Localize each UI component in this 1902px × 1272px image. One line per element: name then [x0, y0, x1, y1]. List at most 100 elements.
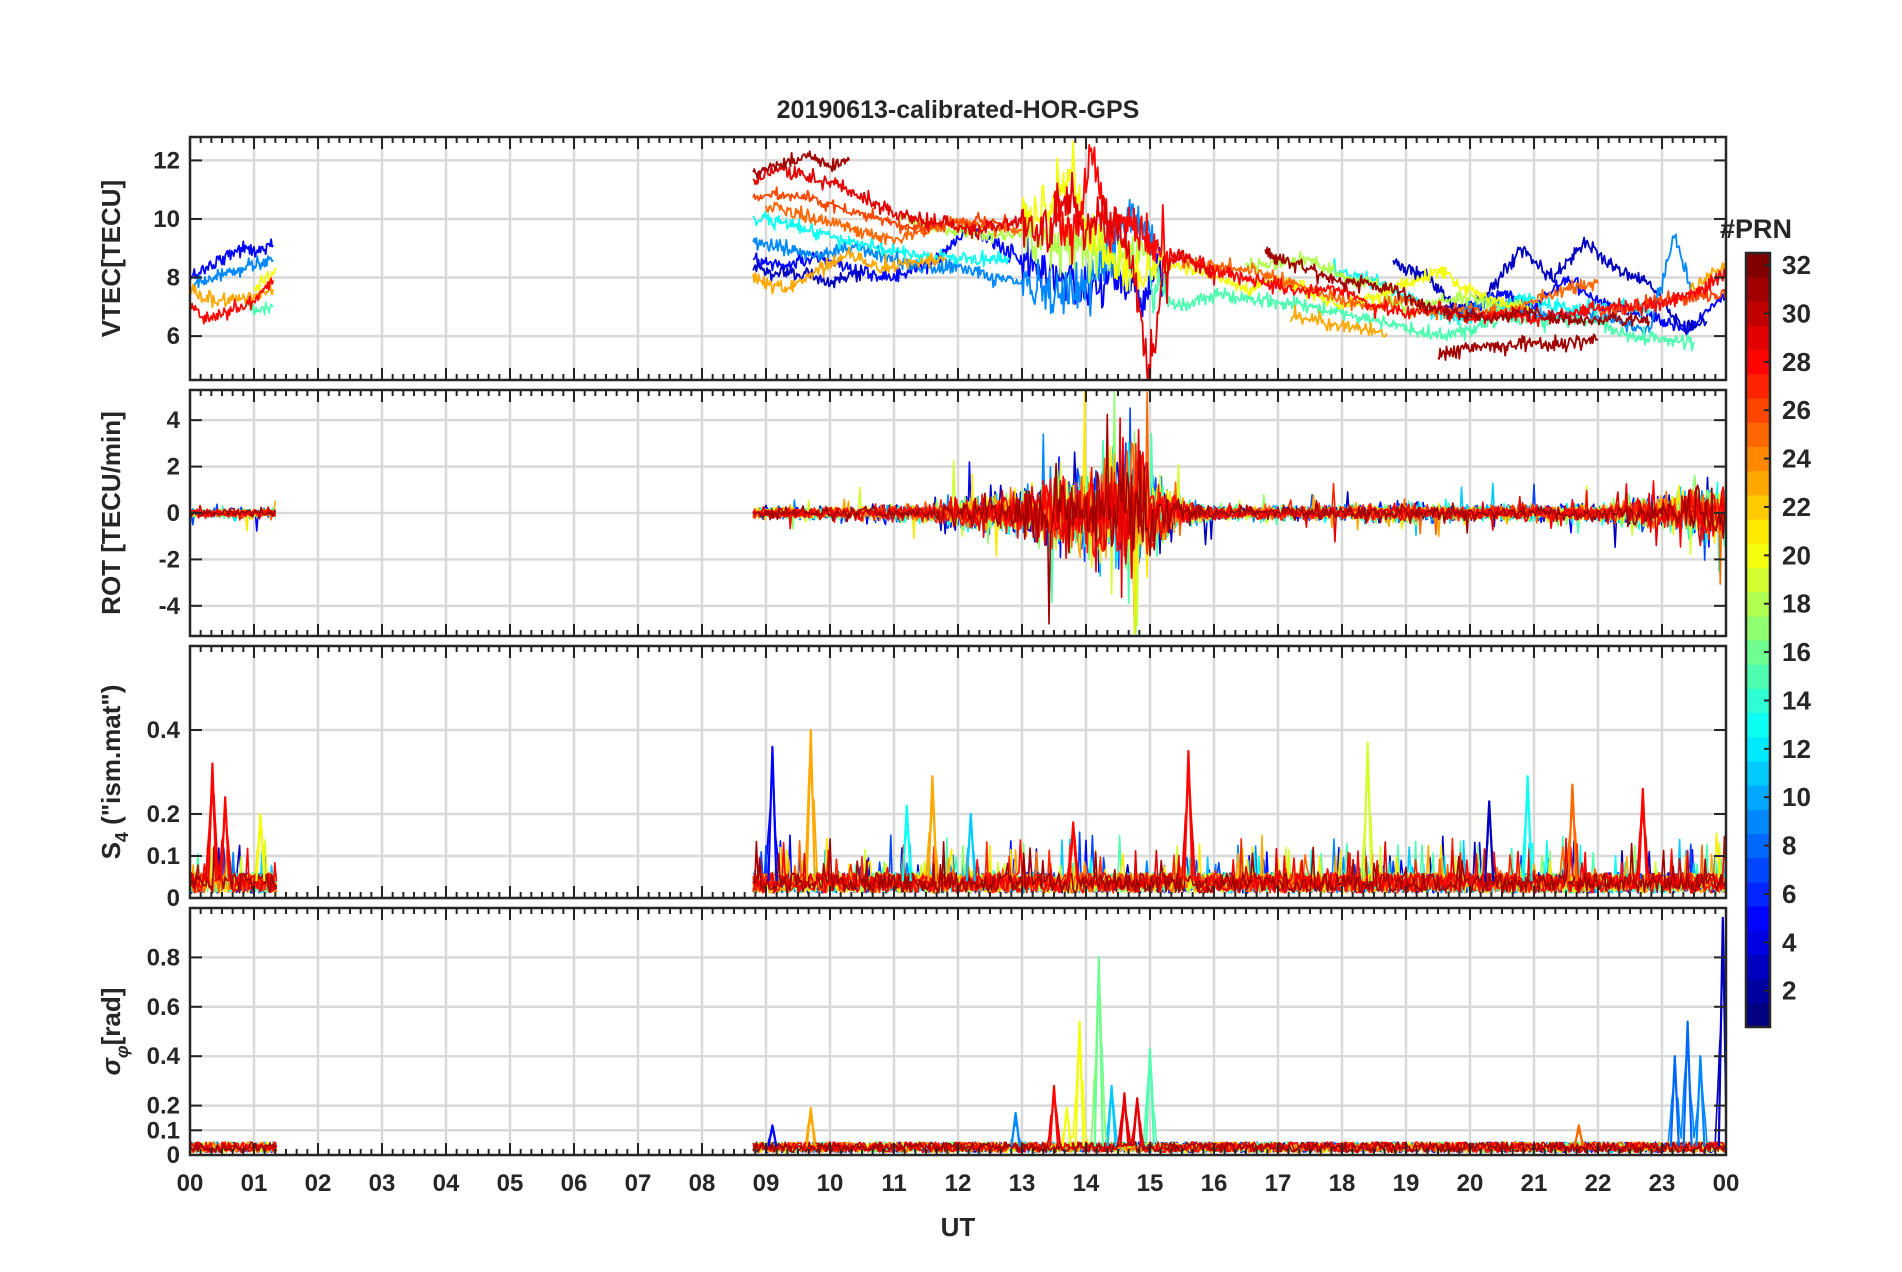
sigma_phi-line-prn-3	[752, 919, 1726, 1154]
colorbar-swatch	[1746, 567, 1770, 593]
y-tick-label: 0.8	[147, 944, 180, 971]
rot-line-prn-3	[752, 451, 1726, 631]
x-tick-label: 22	[1585, 1170, 1612, 1197]
x-tick-label: 23	[1649, 1170, 1676, 1197]
y-axis-label-vtec: VTEC[TECU]	[96, 180, 126, 337]
vtec-line-prn-26	[752, 186, 1011, 236]
colorbar-tick-label: 12	[1782, 734, 1811, 764]
x-tick-label: 11	[881, 1170, 906, 1197]
series-vtec	[190, 140, 1726, 380]
vtec-line-prn-29	[752, 164, 1215, 380]
axes-sigma_phi	[188, 906, 1728, 1157]
vtec-line-prn-28	[1053, 143, 1726, 328]
rot-line-prn-31	[190, 506, 277, 518]
sigma_phi-peak	[1682, 1020, 1693, 1147]
y-tick-label: 0.1	[147, 1117, 180, 1144]
x-tick-label: 17	[1265, 1170, 1292, 1197]
s4-peak	[901, 804, 912, 882]
x-tick-label: 13	[1009, 1170, 1036, 1197]
rot-line-prn-29	[752, 417, 1726, 599]
x-tick-label: 16	[1201, 1170, 1228, 1197]
y-tick-label: 0.4	[147, 717, 181, 744]
sigma_phi-peak	[805, 1106, 816, 1147]
sigma_phi-peak	[1106, 1084, 1117, 1147]
vtec-line-prn-15	[1149, 267, 1695, 352]
y-axis-label-main: S	[96, 842, 126, 859]
panel-s4: 0 0.1 0.2 0.4 S4 ("ism.mat")	[96, 644, 1728, 912]
x-tick-label: 15	[1137, 1170, 1164, 1197]
y-tick-label: 0.1	[147, 843, 180, 870]
y-tick-label: 0	[167, 1142, 180, 1169]
vtec-line-prn-28	[190, 277, 275, 325]
vtec-line-prn-5	[752, 223, 1164, 318]
vtec-line-prn-3	[1392, 236, 1708, 336]
s4-peak	[965, 812, 976, 882]
y-axis-label-main: σ	[96, 1056, 126, 1075]
vtec-line-prn-5	[190, 238, 274, 280]
sigma_phi-peak	[1010, 1111, 1021, 1147]
sigma_phi-peak	[1074, 1020, 1085, 1147]
x-tick-label: 01	[241, 1170, 268, 1197]
y-tick-label: 0.4	[147, 1043, 181, 1070]
colorbar-tick-label: 18	[1782, 589, 1811, 619]
colorbar-swatch	[1746, 857, 1770, 883]
s4-peak	[1068, 821, 1079, 882]
s4-peak	[1183, 749, 1194, 882]
vtec-line-prn-23	[190, 281, 275, 308]
colorbar-swatch	[1746, 906, 1770, 931]
s4-peak	[255, 812, 266, 882]
y-tick-label: 2	[167, 454, 180, 481]
rot-line-prn-31	[752, 413, 1726, 625]
colorbar-tick-label: 30	[1782, 298, 1811, 328]
y-axis-label-sub: φ	[112, 1045, 132, 1058]
axes-vtec	[188, 135, 1728, 382]
colorbar-swatch	[1746, 809, 1770, 834]
sigma_phi-peak	[1144, 1047, 1156, 1147]
vtec-line-prn-20	[1021, 140, 1535, 317]
y-axis-label-rest: [rad]	[96, 988, 126, 1046]
vtec-line-prn-9	[190, 255, 274, 293]
sigma_phi-peak	[1048, 1084, 1060, 1147]
colorbar-tick-label: 28	[1782, 347, 1811, 377]
y-axis-label-rest: ("ism.mat")	[96, 685, 126, 832]
y-tick-label: 0	[167, 885, 180, 912]
x-tick-label: 10	[817, 1170, 844, 1197]
s4-peak	[1362, 741, 1373, 882]
y-axis-label-sub: 4	[112, 832, 132, 842]
colorbar-swatch	[1746, 712, 1770, 738]
s4-peak	[1522, 775, 1533, 882]
colorbar-swatch	[1746, 664, 1770, 689]
colorbar-swatch	[1746, 1002, 1770, 1028]
colorbar-tick-label: 32	[1782, 250, 1811, 280]
y-tick-label: 0.2	[147, 1093, 180, 1120]
x-tick-label: 19	[1393, 1170, 1420, 1197]
y-tick-label: 8	[167, 265, 180, 292]
sigma_phi-peak	[1573, 1124, 1584, 1147]
sigma_phi-peak	[1695, 1055, 1706, 1147]
s4-peak	[927, 775, 938, 882]
sigma_phi-peak	[767, 1124, 778, 1147]
colorbar-swatch	[1746, 277, 1770, 302]
x-tick-label: 08	[689, 1170, 716, 1197]
colorbar-swatch	[1746, 470, 1770, 496]
vtec-line-prn-31	[1437, 333, 1599, 361]
s4-peak	[207, 762, 218, 882]
vtec-line-prn-31	[1264, 246, 1651, 327]
colorbar-tick-label: 2	[1782, 976, 1796, 1006]
colorbar-tick-label: 22	[1782, 492, 1811, 522]
colorbar-swatch	[1746, 519, 1770, 544]
vtec-line-prn-20	[253, 267, 277, 293]
sigma_phi-peak	[1132, 1097, 1143, 1147]
x-tick-label: 03	[369, 1170, 396, 1197]
colorbar-tick-label: 24	[1782, 444, 1811, 474]
y-tick-label: 4	[167, 407, 181, 434]
s4-peak	[220, 796, 231, 882]
x-axis-label: UT	[941, 1212, 976, 1242]
axes-s4	[188, 644, 1728, 900]
panel-sigma_phi: 00.10.2 0.4 0.6 0.8 σφ[rad]	[96, 906, 1728, 1169]
x-tick-label: 06	[561, 1170, 588, 1197]
vtec-line-prn-25	[1181, 254, 1599, 322]
